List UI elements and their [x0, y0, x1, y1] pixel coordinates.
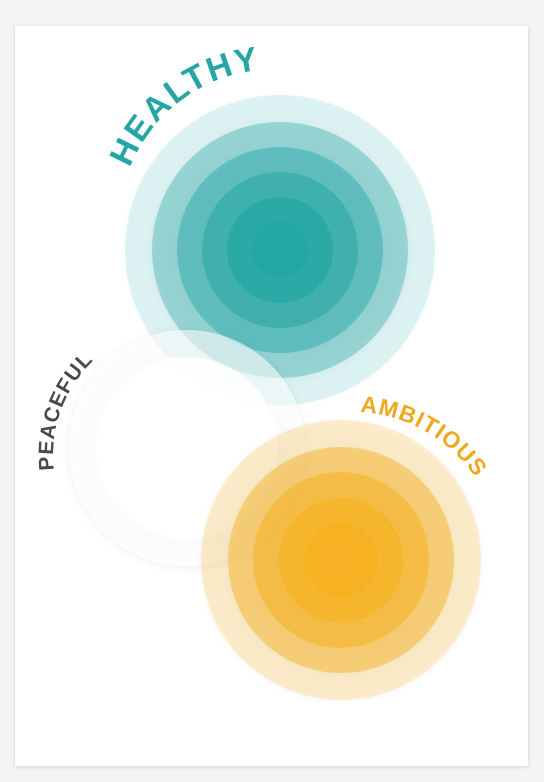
ambitious-ring-6: [325, 544, 357, 576]
peaceful-ring-5: [172, 433, 202, 463]
healthy-circles: [125, 95, 435, 405]
ambitious-circles: [201, 420, 481, 700]
healthy-ring-6: [252, 222, 308, 278]
